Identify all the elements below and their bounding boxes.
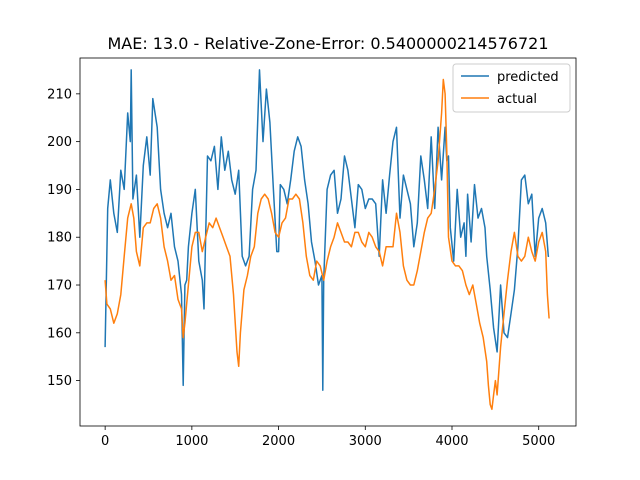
series-line-actual: [104, 78, 550, 411]
legend-label-predicted: predicted: [497, 70, 559, 85]
axes-frame: [79, 57, 577, 427]
x-tick-label: 1000: [175, 434, 208, 449]
y-tick-label: 210: [47, 87, 72, 102]
y-tick-label: 160: [47, 326, 72, 341]
y-tick-label: 200: [47, 135, 72, 150]
x-tick-label: 3000: [349, 434, 382, 449]
chart-title: MAE: 13.0 - Relative-Zone-Error: 0.54000…: [107, 34, 548, 53]
x-tick-label: 2000: [262, 434, 295, 449]
y-tick-label: 150: [47, 374, 72, 389]
y-tick-label: 170: [47, 279, 72, 294]
x-tick-label: 5000: [522, 434, 555, 449]
plot-area: 0 1000 2000 3000 4000 5000 150 160 170 180 190 200 2…: [47, 57, 577, 449]
legend-label-actual: actual: [497, 92, 537, 107]
x-tick-label: 4000: [435, 434, 468, 449]
x-tick-label: 0: [101, 434, 109, 449]
series-line-predicted: [104, 69, 550, 391]
y-tick-label: 190: [47, 183, 72, 198]
y-tick-label: 180: [47, 231, 72, 246]
